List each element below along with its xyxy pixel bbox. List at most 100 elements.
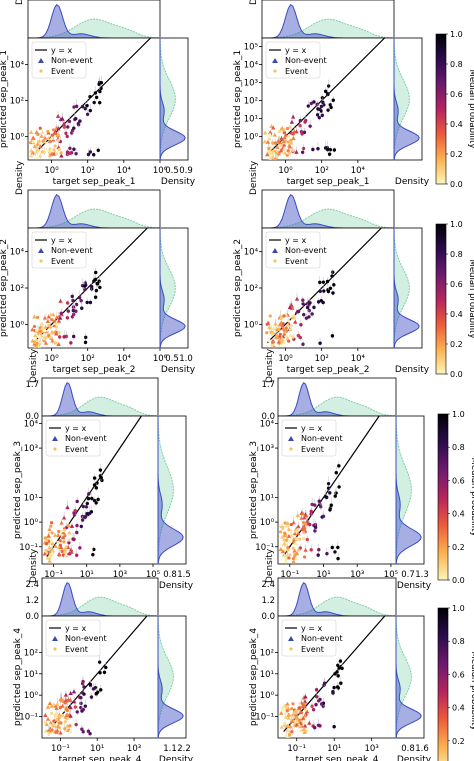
legend-label: Event (51, 67, 74, 76)
event-point (333, 494, 337, 498)
non-event-point (30, 327, 35, 332)
non-event-point (282, 553, 287, 558)
event-point (306, 104, 310, 108)
non-event-point (52, 323, 57, 328)
colorbar-gradient (437, 607, 449, 761)
event-point (267, 137, 272, 141)
event-point (99, 80, 104, 85)
right-density-tick: 0.9 (179, 166, 193, 176)
non-event-point (63, 552, 69, 557)
event-point (290, 707, 294, 711)
y-tick-label: 10¹ (260, 493, 274, 503)
top-density-label: Density (29, 348, 39, 383)
event-point (82, 692, 86, 696)
event-point (329, 105, 333, 110)
non-event-point (294, 551, 300, 556)
x-tick-label: 10² (315, 166, 329, 176)
x-tick-label: 10⁴ (117, 166, 132, 176)
non-event-point (40, 321, 45, 326)
event-point (55, 325, 59, 329)
event-point (286, 548, 290, 552)
scatter-points (43, 616, 148, 737)
event-point (272, 159, 274, 160)
event-point (271, 332, 275, 336)
event-point (57, 553, 61, 557)
non-event-point (285, 520, 290, 525)
colorbar-tick-label: 0.6 (452, 476, 465, 485)
non-event-point (293, 541, 298, 546)
top-density-label: Density (15, 160, 25, 195)
y-axis-label: predicted sep_peak_1 (233, 50, 243, 148)
x-axis-label: target sep_peak_4 (59, 755, 142, 761)
legend-label: Event (51, 257, 74, 266)
event-point (298, 537, 302, 541)
non-event-point (49, 539, 54, 544)
non-event-point (285, 322, 291, 327)
right-density: Density (393, 227, 430, 375)
non-event-point (56, 341, 61, 346)
right-density-frame (159, 37, 189, 161)
non-event-point (265, 148, 271, 153)
event-point (268, 314, 272, 318)
non-event-point (55, 532, 61, 537)
event-point (332, 685, 336, 690)
event-point (296, 309, 301, 314)
event-point (85, 300, 89, 305)
colorbar-tick-label: 0.2 (450, 340, 463, 349)
non-event-point (59, 520, 64, 525)
event-point (99, 688, 103, 692)
event-point (74, 151, 78, 156)
event-point (64, 131, 68, 135)
event-point (304, 729, 308, 733)
non-event-point (50, 551, 55, 556)
event-point (63, 727, 67, 731)
right-density-event (395, 415, 412, 565)
event-point (90, 284, 94, 289)
event-point (288, 151, 292, 155)
event-point (287, 539, 292, 543)
colorbar-tick-label: 1.0 (450, 220, 463, 229)
event-point (326, 289, 331, 294)
colorbar-tick-label: 0.8 (450, 250, 463, 259)
non-event-point (282, 135, 287, 140)
event-point (97, 660, 102, 664)
non-event-point (39, 133, 44, 138)
event-point (83, 287, 87, 292)
top-density-tick: 0.0 (261, 412, 275, 422)
right-density-label: Density (161, 177, 196, 187)
event-point (83, 704, 88, 708)
non-event-point (65, 712, 70, 717)
y-tick-label: 10⁴ (10, 61, 25, 71)
event-point (59, 151, 63, 155)
event-point (272, 346, 276, 348)
non-event-point (279, 522, 284, 527)
colorbar-tick-label: 0.0 (450, 370, 463, 379)
event-point (309, 101, 313, 106)
event-point (340, 666, 344, 671)
event-point (52, 703, 56, 707)
non-event-point (56, 724, 61, 729)
non-event-point (290, 315, 296, 320)
event-point (326, 108, 330, 112)
event-point (41, 139, 45, 143)
y-tick-label: 10² (244, 97, 258, 107)
non-event-point (293, 526, 299, 531)
non-event-point (300, 704, 306, 709)
event-point (308, 301, 312, 305)
non-event-point (56, 132, 61, 137)
non-event-point (59, 697, 64, 702)
event-point (54, 151, 59, 156)
event-point (307, 308, 311, 313)
legend-dot-swatch (289, 447, 293, 451)
non-event-point (48, 312, 53, 317)
event-point (74, 104, 79, 109)
event-point (298, 123, 302, 128)
event-point (78, 119, 82, 123)
scatter-points (30, 228, 148, 348)
right-density-label: Density (395, 177, 430, 187)
x-axis-label: target sep_peak_2 (53, 365, 136, 375)
right-density-event (393, 227, 410, 349)
